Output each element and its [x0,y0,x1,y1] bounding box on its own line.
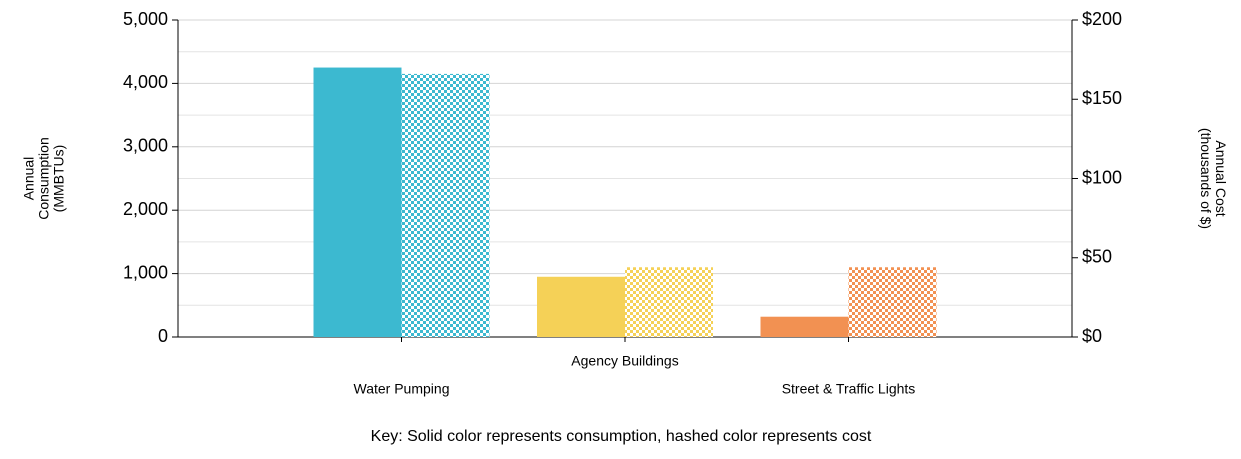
x-tick-label: Agency Buildings [571,353,678,369]
cost-bar [625,267,713,337]
y-tick-label: 1,000 [123,262,168,282]
y-tick-label: 0 [158,326,168,346]
y2-tick-label: $100 [1082,167,1122,187]
y-axis-title-line: Consumption [36,137,52,220]
y-tick-label: 2,000 [123,199,168,219]
cost-bar [848,267,937,337]
x-tick-label: Water Pumping [354,381,450,397]
y2-tick-label: $150 [1082,88,1122,108]
x-tick-label: Street & Traffic Lights [782,381,916,397]
key-note: Key: Solid color represents consumption,… [371,428,872,445]
y2-axis-title-line: Annual Cost [1213,140,1229,216]
consumption-bar [313,67,402,338]
y-axis-title-line: Annual [21,157,37,201]
consumption-bar [760,316,849,337]
consumption-bar [537,276,625,337]
y-axis-title-line: (MMBTUs) [51,145,67,213]
y-tick-label: 3,000 [123,136,168,156]
y-tick-label: 4,000 [123,72,168,92]
y2-axis-title: Annual Cost(thousands of $) [1198,128,1229,229]
y-tick-label: 5,000 [123,9,168,29]
y-axis-title: Annual Consumption (MMBTUs) [21,137,67,220]
cost-bar [401,73,490,337]
y2-tick-label: $50 [1082,247,1112,267]
y2-tick-label: $0 [1082,326,1102,346]
y2-axis-title-line: (thousands of $) [1198,128,1214,229]
y2-tick-label: $200 [1082,9,1122,29]
